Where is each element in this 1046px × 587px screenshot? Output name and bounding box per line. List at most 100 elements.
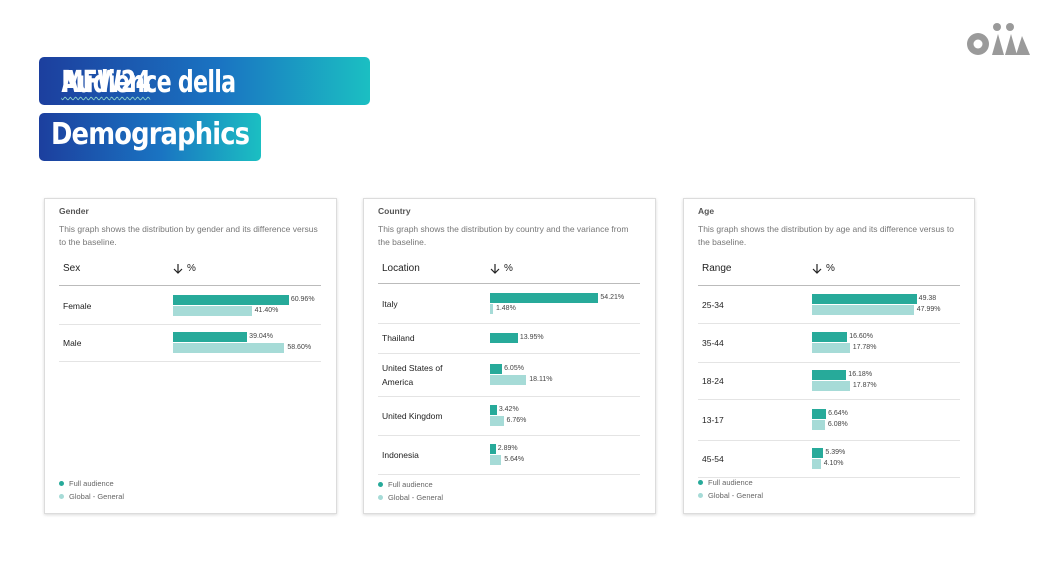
country-bar-full-audience xyxy=(490,443,496,454)
legend-label: Full audience xyxy=(69,479,114,488)
country-label-header: Location xyxy=(382,263,420,274)
legend-label: Global - General xyxy=(708,491,764,500)
gender-value-header-label: % xyxy=(187,263,196,274)
title-highlight: MFW24 xyxy=(61,65,151,100)
age-row-label: 35-44 xyxy=(702,337,724,348)
gender-value-full-audience: 60.96% xyxy=(290,295,315,303)
gender-row-label: Male xyxy=(63,337,82,348)
country-header-divider xyxy=(378,283,640,284)
country-value-global: 5.64% xyxy=(504,455,525,463)
age-row-label: 45-54 xyxy=(702,453,724,464)
country-bar-full-audience xyxy=(490,292,599,303)
gender-bar-global xyxy=(173,305,252,316)
age-bar-global xyxy=(812,342,850,353)
country-value-full-audience: 13.95% xyxy=(519,334,544,341)
age-value-full-audience: 49.38 xyxy=(918,294,937,302)
country-bar-full-audience xyxy=(490,333,518,343)
gender-bar-full-audience xyxy=(173,331,248,342)
title-prefix: Audience della xyxy=(61,65,236,100)
age-value-global: 17.78% xyxy=(852,343,877,351)
country-legend-full-audience: Full audience xyxy=(378,480,433,489)
country-row-divider xyxy=(378,435,640,436)
age-bar-full-audience xyxy=(812,293,917,304)
country-row-label: United States of America xyxy=(382,362,443,387)
age-chart-description: This graph shows the distribution by age… xyxy=(698,224,954,247)
age-row-divider xyxy=(698,323,960,324)
country-row-label: Italy xyxy=(382,298,398,309)
gender-chart-description: This graph shows the distribution by gen… xyxy=(59,224,318,247)
age-row-divider xyxy=(698,477,960,478)
country-bar-full-audience xyxy=(490,363,503,374)
age-value-header[interactable]: % xyxy=(812,263,835,274)
legend-dot-icon xyxy=(378,482,383,487)
age-row-divider xyxy=(698,440,960,441)
arrow-down-icon xyxy=(490,264,500,274)
gender-legend-full-audience: Full audience xyxy=(59,479,114,488)
title-banner-demographics: Demographics xyxy=(39,113,261,161)
gender-row-divider xyxy=(59,324,321,325)
legend-label: Full audience xyxy=(708,478,753,487)
country-value-full-audience: 3.42% xyxy=(498,405,519,413)
country-bar-global xyxy=(490,415,504,426)
age-bar-global xyxy=(812,304,914,315)
age-value-global: 6.08% xyxy=(827,420,848,428)
age-row-label: 25-34 xyxy=(702,299,724,310)
country-chart-title: Country xyxy=(378,206,411,216)
legend-label: Global - General xyxy=(69,492,125,501)
age-row-label: 13-17 xyxy=(702,414,724,425)
country-row-divider xyxy=(378,353,640,354)
age-row-divider xyxy=(698,399,960,400)
brand-logo-icon xyxy=(967,23,1030,55)
age-value-full-audience: 5.39% xyxy=(825,448,846,456)
country-card: Country This graph shows the distribution… xyxy=(363,198,656,514)
country-value-global: 6.76% xyxy=(506,416,527,424)
age-row-label: 18-24 xyxy=(702,375,724,386)
gender-card: Gender This graph shows the distribution … xyxy=(44,198,337,514)
country-row-divider xyxy=(378,323,640,324)
gender-value-global: 58.60% xyxy=(287,343,312,351)
gender-chart-title: Gender xyxy=(59,206,89,216)
title-banner-audience: Audience della MFW24 xyxy=(39,57,370,105)
arrow-down-icon xyxy=(173,264,183,274)
country-row-divider xyxy=(378,396,640,397)
legend-dot-icon xyxy=(698,480,703,485)
age-bar-full-audience xyxy=(812,408,827,419)
age-bar-full-audience xyxy=(812,369,847,380)
age-header-divider xyxy=(698,285,960,286)
age-value-full-audience: 16.60% xyxy=(849,332,873,340)
page-subtitle: Demographics xyxy=(51,117,250,152)
country-row-divider xyxy=(378,474,640,475)
age-card: Age This graph shows the distribution by … xyxy=(683,198,975,514)
legend-label: Global - General xyxy=(388,493,444,502)
gender-header-divider xyxy=(59,285,321,286)
age-value-global: 47.99% xyxy=(916,305,941,313)
gender-bar-global xyxy=(173,342,285,353)
age-label-header: Range xyxy=(702,263,732,274)
age-bar-full-audience xyxy=(812,447,824,458)
gender-row-label: Female xyxy=(63,300,92,311)
gender-value-header[interactable]: % xyxy=(173,263,196,274)
legend-label: Full audience xyxy=(388,480,433,489)
country-value-header[interactable]: % xyxy=(490,263,513,274)
gender-row-divider xyxy=(59,361,321,362)
age-legend-global: Global - General xyxy=(698,491,763,500)
age-value-global: 4.10% xyxy=(823,459,844,467)
age-chart-title: Age xyxy=(698,206,715,216)
gender-value-full-audience: 39.04% xyxy=(249,332,273,340)
country-value-full-audience: 6.05% xyxy=(504,364,524,372)
country-legend-global: Global - General xyxy=(378,493,443,502)
age-value-global: 17.87% xyxy=(852,381,877,389)
gender-bar-full-audience xyxy=(173,294,289,305)
gender-label-header: Sex xyxy=(63,263,81,274)
age-bar-global xyxy=(812,458,821,469)
country-value-full-audience: 2.89% xyxy=(497,444,518,452)
gender-value-global: 41.40% xyxy=(254,306,279,314)
country-bar-full-audience xyxy=(490,404,497,415)
arrow-down-icon xyxy=(812,264,822,274)
age-value-header-label: % xyxy=(826,263,835,274)
legend-dot-icon xyxy=(378,495,383,500)
country-bar-global xyxy=(490,374,527,385)
country-value-global: 1.48% xyxy=(495,304,516,312)
country-bar-global xyxy=(490,454,502,465)
country-bar-global xyxy=(490,303,493,314)
